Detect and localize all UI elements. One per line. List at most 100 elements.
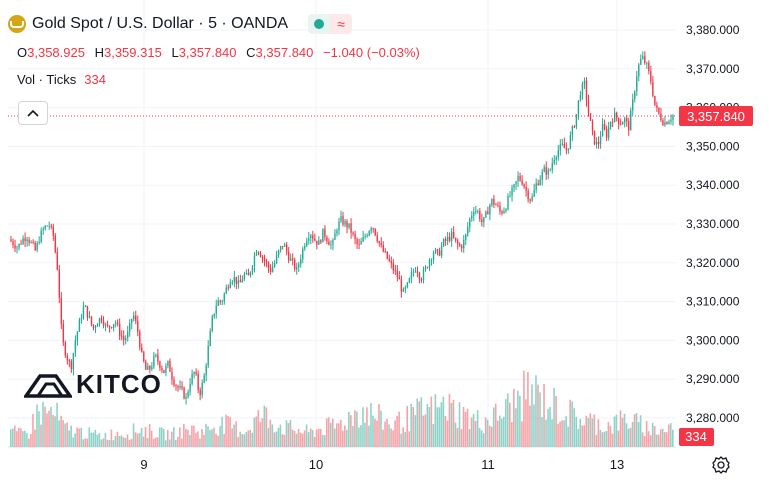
volume-bar [54,416,56,447]
x-axis[interactable]: 9 10 11 13 [140,457,624,472]
candle-body [269,268,272,272]
volume-bar [432,423,435,447]
volume-bar [211,429,213,447]
volume-bar [537,384,539,447]
candle-body [129,323,131,332]
volume-bar [386,418,388,447]
delayed-wave-icon[interactable]: ≈ [330,14,353,34]
candle-body [155,354,157,356]
candle-body [50,225,52,227]
volume-bar [617,430,620,447]
candle-body [463,239,465,249]
y-tick-label: 3,370.000 [686,62,740,76]
volume-bar [152,438,155,447]
candle-body [16,247,18,249]
candle-body [157,354,159,362]
volume-bar [189,434,191,447]
candle-body [133,315,135,320]
volume-bar [203,434,205,447]
candle-body [314,238,316,241]
candle-body [392,263,395,271]
candle-body [481,219,483,223]
candle-body [416,271,419,273]
candle-body [64,342,67,356]
candle-body [595,141,598,145]
candle-body [102,320,105,326]
volume-bar [154,437,157,447]
candle-body [225,287,228,294]
y-axis[interactable]: 3,380.0003,370.0003,360.0003,350.0003,34… [679,23,753,446]
volume-bar [388,424,390,447]
volume-bar [474,421,477,447]
volume-bar [289,419,292,447]
volume-bar [142,436,145,447]
candle-body [473,211,475,216]
candle-body [169,360,171,372]
candle-body [644,56,646,64]
candle-body [654,95,656,106]
volume-bar [62,420,64,447]
volume-bar [92,432,95,447]
candle-body [493,198,495,205]
candle-body [559,144,562,151]
volume-bar [549,406,551,447]
volume-bar [253,417,256,447]
volume-bar [380,410,382,447]
volume-bar [569,399,571,447]
volume-value: 334 [84,72,106,87]
candle-body [607,127,610,138]
candle-body [217,300,219,306]
gear-icon[interactable] [711,455,731,475]
candle-body [100,318,103,321]
volume-bar [70,425,72,447]
volume-bar [221,416,223,447]
candle-body [72,353,75,370]
candle-body [141,347,143,352]
volume-bar [319,428,322,447]
volume-bar [241,433,244,447]
candle-body [646,62,648,64]
candle-body [531,196,533,201]
candle-body [426,267,429,269]
candle-body [650,71,652,82]
candle-body [432,253,435,260]
candle-body [577,100,580,115]
volume-bar [521,421,523,447]
candle-body [573,126,576,128]
candle-body [537,183,539,185]
volume-readout: Vol · Ticks 334 [17,72,106,87]
volume-bar [496,420,499,447]
y-tick-label: 3,290.000 [686,372,740,386]
candle-body [310,235,312,239]
candle-body [137,320,139,332]
candle-body [108,325,111,328]
volume-bar [460,429,463,447]
volume-bar [136,433,139,447]
volume-bar [88,427,91,447]
volume-bar [593,414,596,447]
symbol-title[interactable]: Gold Spot / U.S. Dollar · 5 · OANDA [32,15,289,32]
volume-bar [144,427,147,447]
volume-bar [543,383,545,447]
volume-bar [34,429,36,447]
volume-bar [148,424,151,447]
volume-bar [599,429,602,447]
collapse-legend-button[interactable] [18,101,48,125]
candle-body [557,150,560,158]
volume-bar [581,425,584,447]
volume-bar [563,420,565,447]
volume-bar [122,437,125,447]
candle-body [469,218,471,228]
status-badges[interactable]: ≈ [308,14,353,34]
volume-bar [605,430,608,447]
market-open-dot-icon[interactable] [308,14,331,34]
volume-bar [368,425,370,447]
volume-bar [227,416,229,447]
high-value: 3,359.315 [103,45,162,60]
candle-body [14,245,16,249]
candle-body [340,216,342,222]
volume-bar [412,407,415,447]
volume-bar [476,410,479,447]
